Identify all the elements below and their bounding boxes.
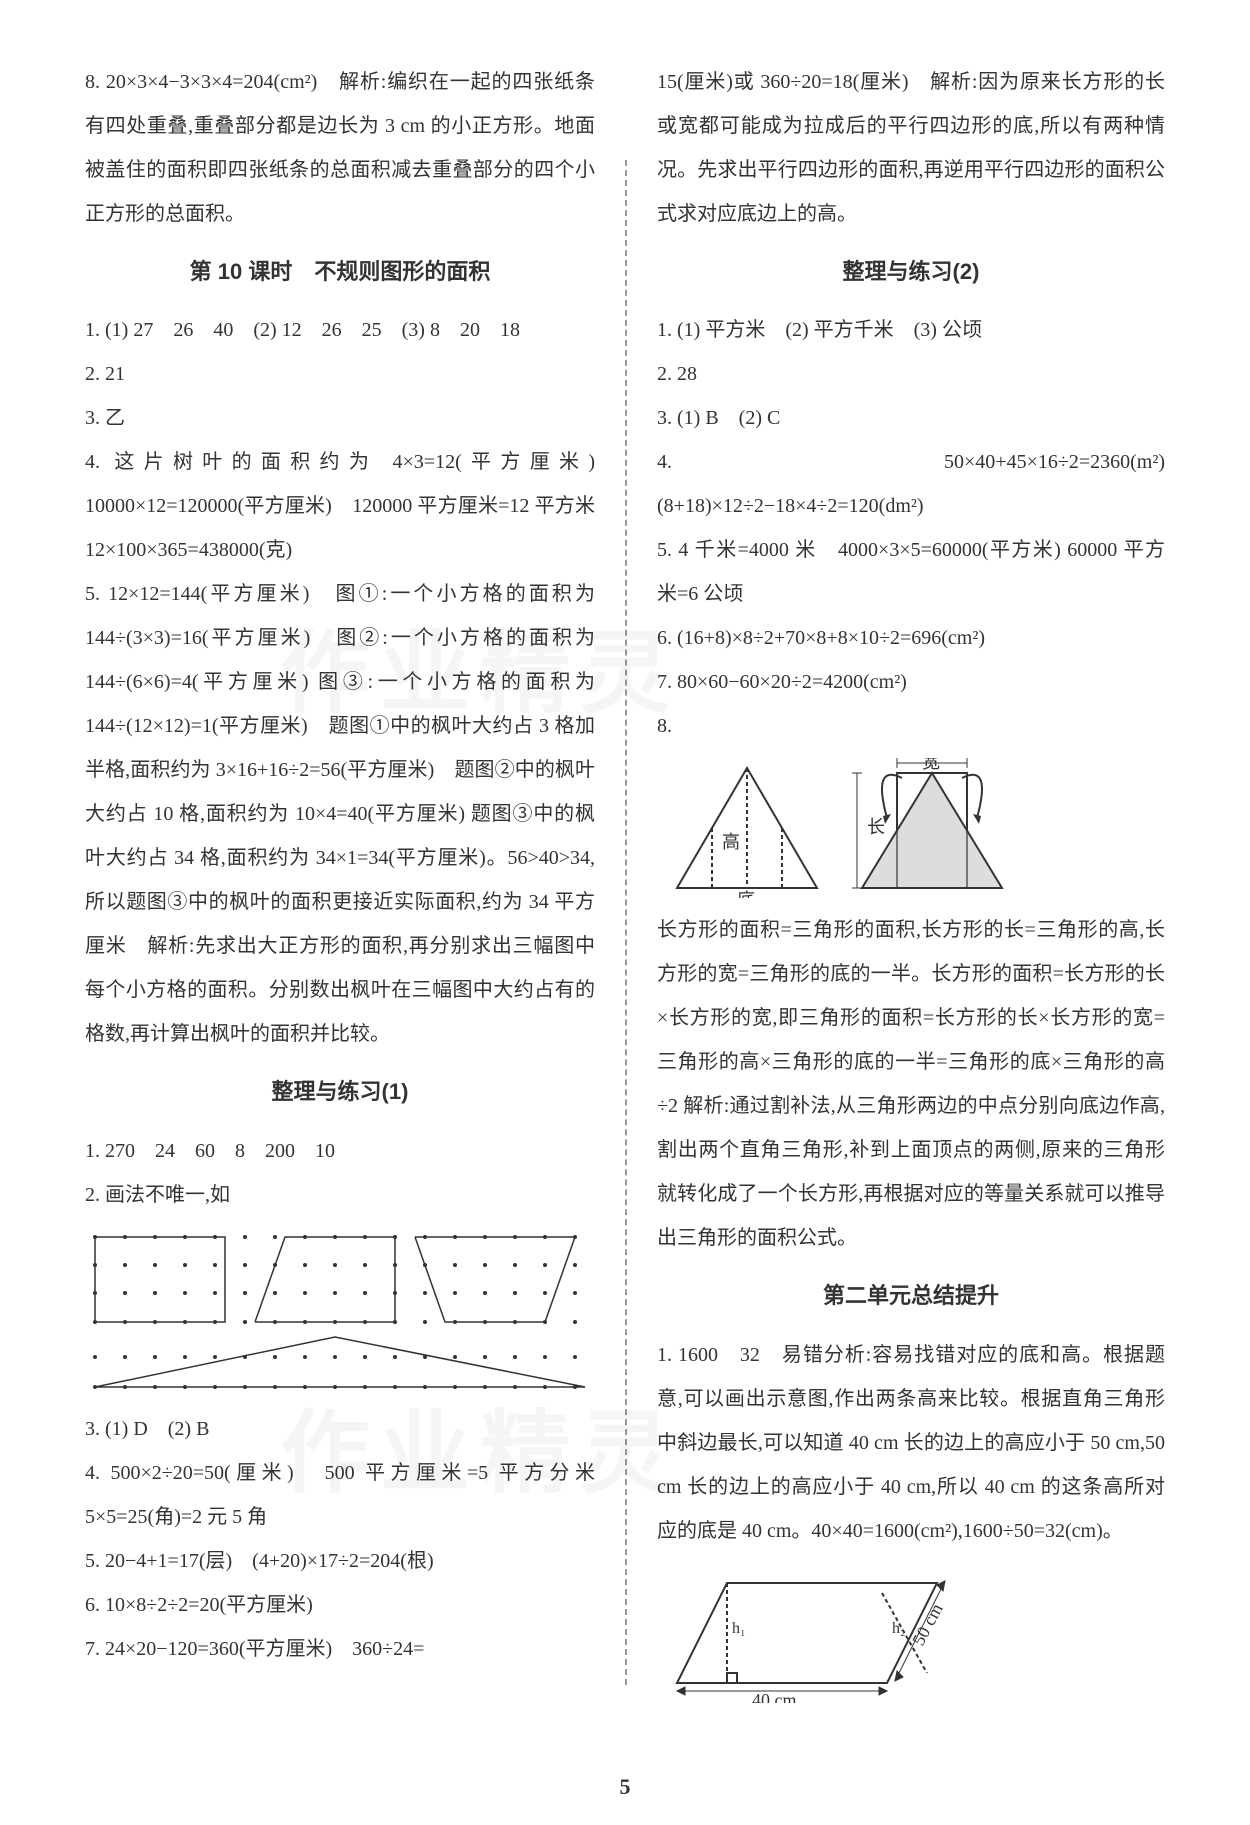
r2-8-text: 长方形的面积=三角形的面积,长方形的长=三角形的高,长方形的宽=三角形的底的一半… <box>657 908 1165 1260</box>
parallelogram-svg: 40 cm 50 cm h₁ h₂ <box>657 1563 977 1703</box>
answer-4: 4. 这片树叶的面积约为 4×3=12(平方厘米) 10000×12=12000… <box>85 440 595 572</box>
triangle-diagram-svg: 高 底 长 宽 <box>657 758 1037 898</box>
dim-50: 50 cm <box>908 1600 947 1649</box>
dot-grid-shapes <box>85 1227 595 1397</box>
review1-3: 3. (1) D (2) B <box>85 1407 595 1451</box>
column-divider <box>625 160 627 1685</box>
section-heading-review1: 整理与练习(1) <box>85 1068 595 1116</box>
answer-8: 8. 20×3×4−3×3×4=204(cm²) 解析:编织在一起的四张纸条有四… <box>85 60 595 236</box>
shapes-svg <box>85 1227 595 1397</box>
continued-7: 15(厘米)或 360÷20=18(厘米) 解析:因为原来长方形的长或宽都可能成… <box>657 60 1165 236</box>
label-h1: h₁ <box>732 1620 746 1637</box>
review1-4: 4. 500×2÷20=50(厘米) 500 平方厘米=5 平方分米 5×5=2… <box>85 1451 595 1539</box>
answer-2: 2. 21 <box>85 352 595 396</box>
section-heading-unit2: 第二单元总结提升 <box>657 1272 1165 1320</box>
left-column: 8. 20×3×4−3×3×4=204(cm²) 解析:编织在一起的四张纸条有四… <box>85 60 595 1785</box>
review1-1: 1. 270 24 60 8 200 10 <box>85 1129 595 1173</box>
r2-6: 6. (16+8)×8÷2+70×8+8×10÷2=696(cm²) <box>657 616 1165 660</box>
r2-5: 5. 4 千米=4000 米 4000×3×5=60000(平方米) 60000… <box>657 528 1165 616</box>
parallelogram-diagram: 40 cm 50 cm h₁ h₂ <box>657 1563 1165 1703</box>
dim-40: 40 cm <box>752 1690 797 1703</box>
review1-7: 7. 24×20−120=360(平方厘米) 360÷24= <box>85 1627 595 1671</box>
r2-4: 4. 50×40+45×16÷2=2360(m²) (8+18)×12÷2−18… <box>657 440 1165 528</box>
triangle-rect-diagram: 高 底 长 宽 <box>657 758 1165 898</box>
label-gao: 高 <box>722 832 740 852</box>
review1-6: 6. 10×8÷2÷2=20(平方厘米) <box>85 1583 595 1627</box>
r2-2: 2. 28 <box>657 352 1165 396</box>
r2-3: 3. (1) B (2) C <box>657 396 1165 440</box>
label-h2: h₂ <box>892 1620 906 1637</box>
r2-8-label: 8. <box>657 704 1165 748</box>
label-chang: 长 <box>867 817 885 837</box>
answer-5: 5. 12×12=144(平方厘米) 图①:一个小方格的面积为 144÷(3×3… <box>85 572 595 1056</box>
page-number: 5 <box>620 1774 631 1800</box>
label-di: 底 <box>737 890 755 898</box>
r2-7: 7. 80×60−60×20÷2=4200(cm²) <box>657 660 1165 704</box>
review1-2: 2. 画法不唯一,如 <box>85 1173 595 1217</box>
review1-5: 5. 20−4+1=17(层) (4+20)×17÷2=204(根) <box>85 1539 595 1583</box>
section-heading-review2: 整理与练习(2) <box>657 248 1165 296</box>
two-column-layout: 8. 20×3×4−3×3×4=204(cm²) 解析:编织在一起的四张纸条有四… <box>85 60 1165 1785</box>
answer-3: 3. 乙 <box>85 396 595 440</box>
section-heading-lesson10: 第 10 课时 不规则图形的面积 <box>85 248 595 296</box>
right-column: 15(厘米)或 360÷20=18(厘米) 解析:因为原来长方形的长或宽都可能成… <box>657 60 1165 1785</box>
label-kuan: 宽 <box>922 758 940 772</box>
summary-1: 1. 1600 32 易错分析:容易找错对应的底和高。根据题意,可以画出示意图,… <box>657 1333 1165 1553</box>
answer-1: 1. (1) 27 26 40 (2) 12 26 25 (3) 8 20 18 <box>85 308 595 352</box>
r2-1: 1. (1) 平方米 (2) 平方千米 (3) 公顷 <box>657 308 1165 352</box>
